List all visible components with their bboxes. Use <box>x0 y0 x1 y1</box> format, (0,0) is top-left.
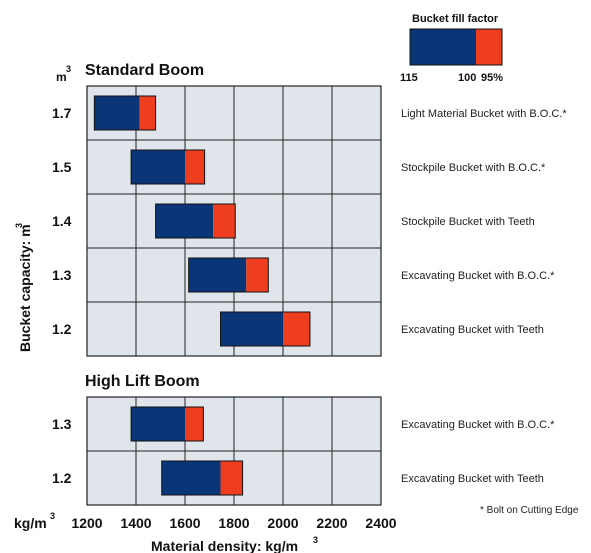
x-tick-label: 2200 <box>316 515 347 531</box>
bar-outline <box>155 203 236 239</box>
bar-segment-115-100 <box>220 312 283 346</box>
y-axis-title-sup: 3 <box>14 223 24 228</box>
bar-segment-100-95 <box>139 96 156 130</box>
x-unit-label: kg/m 3 <box>14 511 55 531</box>
legend-title: Bucket fill factor <box>412 13 499 25</box>
bucket-label: Excavating Bucket with Teeth <box>401 324 544 336</box>
bar-row: 1.2 Excavating Bucket with Teeth <box>52 460 544 496</box>
bar-segment-100-95 <box>185 150 205 184</box>
bucket-label: Excavating Bucket with B.O.C.* <box>401 270 555 282</box>
y-axis-title-text: Bucket capacity: m <box>17 224 33 352</box>
x-tick-label: 1800 <box>218 515 249 531</box>
panels: Standard Boom 1.7 Light Material Bucket wi… <box>52 62 567 506</box>
y-axis-title: Bucket capacity: m 3 <box>14 223 33 352</box>
x-tick-label: 1200 <box>71 515 102 531</box>
bar-row: 1.2 Excavating Bucket with Teeth <box>52 311 544 347</box>
bucket-label: Stockpile Bucket with Teeth <box>401 216 535 228</box>
bar-outline <box>130 406 204 442</box>
bar-row: 1.3 Excavating Bucket with B.O.C.* <box>52 257 555 293</box>
capacity-label: 1.2 <box>52 321 72 337</box>
legend-frame <box>409 28 503 66</box>
bar-segment-100-95 <box>246 258 269 292</box>
bar-segment-115-100 <box>155 204 214 238</box>
legend-label-115: 115 <box>400 72 418 84</box>
legend-swatch-115 <box>410 29 476 65</box>
legend-label-95: 95% <box>481 72 503 84</box>
capacity-label: 1.3 <box>52 267 72 283</box>
bar-row: 1.5 Stockpile Bucket with B.O.C.* <box>52 149 546 185</box>
bucket-label: Excavating Bucket with B.O.C.* <box>401 419 555 431</box>
x-axis-title: Material density: kg/m 3 <box>151 535 318 553</box>
bar-segment-100-95 <box>220 461 243 495</box>
bar-outline <box>188 257 269 293</box>
y-unit-sup: 3 <box>66 64 71 74</box>
x-tick-label: 1600 <box>169 515 200 531</box>
y-unit-text: m <box>56 70 67 84</box>
x-unit-sup: 3 <box>50 511 55 521</box>
bar-segment-100-95 <box>213 204 236 238</box>
bar-segment-115-100 <box>161 461 221 495</box>
x-unit-text: kg/m <box>14 515 47 531</box>
x-tick-labels: 1200 1400 1600 1800 2000 2200 2400 <box>71 515 396 531</box>
x-tick-label: 2000 <box>267 515 298 531</box>
bar-outline <box>130 149 206 185</box>
capacity-label: 1.4 <box>52 213 72 229</box>
panel-title: High Lift Boom <box>85 373 200 390</box>
bar-segment-115-100 <box>94 96 140 130</box>
bucket-label: Stockpile Bucket with B.O.C.* <box>401 162 546 174</box>
x-axis-title-sup: 3 <box>313 535 318 545</box>
bar-segment-115-100 <box>188 258 247 292</box>
capacity-label: 1.5 <box>52 159 72 175</box>
capacity-label: 1.3 <box>52 416 72 432</box>
panel-1: High Lift Boom 1.3 Excavating Bucket with … <box>52 373 555 506</box>
bar-segment-115-100 <box>131 407 185 441</box>
bucket-label: Light Material Bucket with B.O.C.* <box>401 108 567 120</box>
bar-segment-115-100 <box>131 150 185 184</box>
panel-title: Standard Boom <box>85 62 204 79</box>
bar-row: 1.3 Excavating Bucket with B.O.C.* <box>52 406 555 442</box>
capacity-label: 1.2 <box>52 470 72 486</box>
bar-row: 1.7 Light Material Bucket with B.O.C.* <box>52 95 567 131</box>
x-axis-title-text: Material density: kg/m <box>151 538 298 553</box>
legend-label-100: 100 <box>458 72 476 84</box>
bar-outline <box>161 460 244 496</box>
footnote: * Bolt on Cutting Edge <box>480 505 579 516</box>
x-tick-label: 1400 <box>120 515 151 531</box>
capacity-label: 1.7 <box>52 105 72 121</box>
y-unit-label: m 3 <box>56 64 71 84</box>
bar-outline <box>220 311 311 347</box>
bar-outline <box>93 95 157 131</box>
x-tick-label: 2400 <box>365 515 396 531</box>
bucket-label: Excavating Bucket with Teeth <box>401 473 544 485</box>
bar-segment-100-95 <box>185 407 204 441</box>
legend-swatch-95 <box>476 29 502 65</box>
bar-row: 1.4 Stockpile Bucket with Teeth <box>52 203 535 239</box>
legend: Bucket fill factor 115 100 95% <box>400 13 503 84</box>
panel-0: Standard Boom 1.7 Light Material Bucket wi… <box>52 62 567 357</box>
bar-segment-100-95 <box>283 312 310 346</box>
